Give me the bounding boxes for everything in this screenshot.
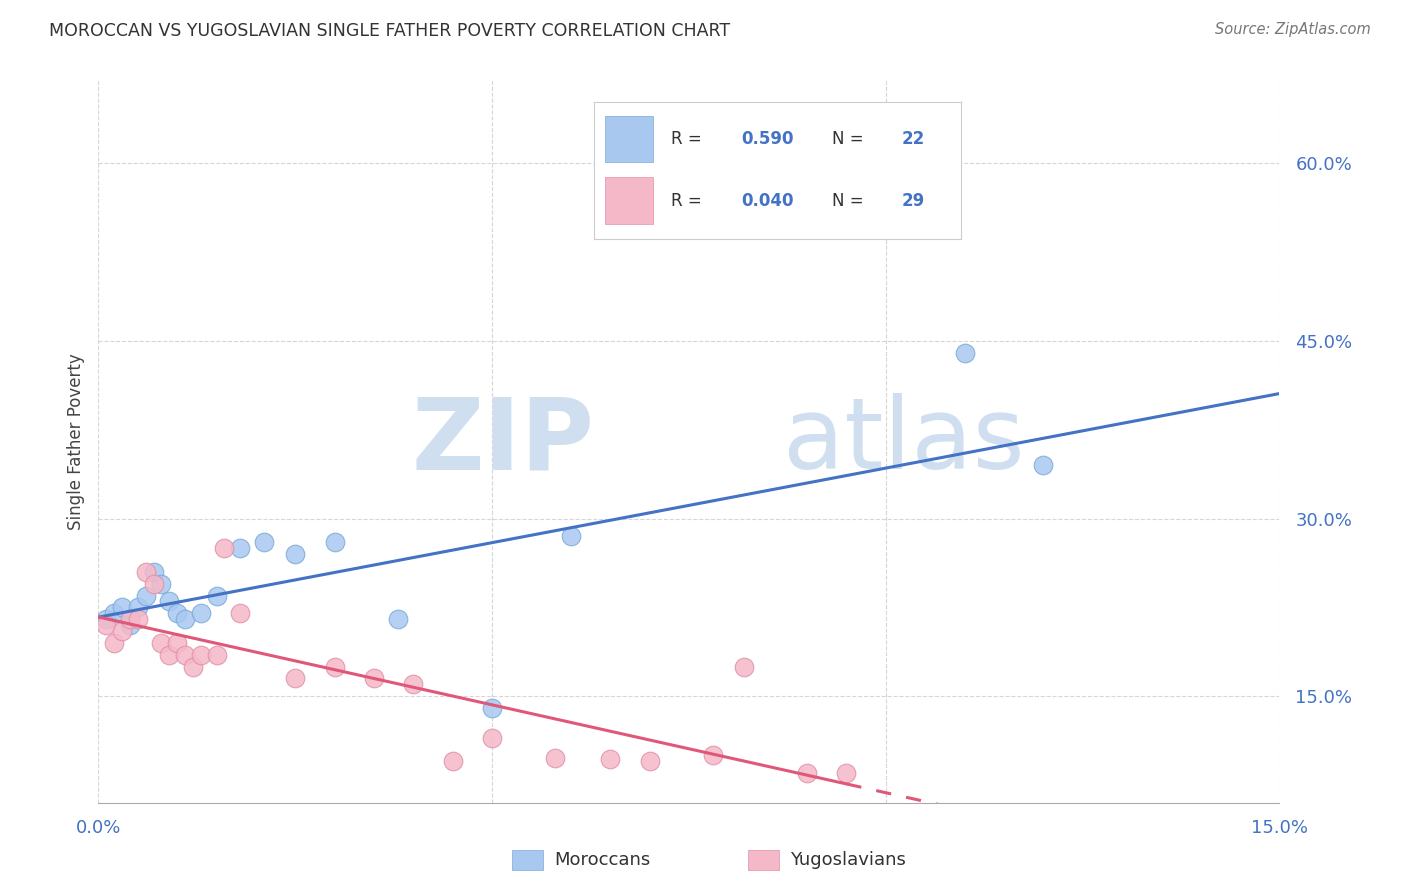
Point: [127, 600, 149, 615]
Point: [544, 751, 567, 765]
Point: [135, 589, 157, 603]
Point: [441, 755, 464, 769]
Point: [111, 600, 134, 615]
Point: [1032, 458, 1054, 473]
Point: [835, 766, 858, 780]
Point: [253, 535, 276, 549]
Point: [157, 594, 180, 608]
Point: [142, 565, 165, 579]
Point: [174, 612, 197, 626]
Text: Source: ZipAtlas.com: Source: ZipAtlas.com: [1215, 22, 1371, 37]
Point: [118, 618, 141, 632]
Text: Yugoslavians: Yugoslavians: [790, 851, 905, 869]
Point: [953, 345, 976, 359]
Point: [638, 755, 661, 769]
Point: [387, 612, 409, 626]
Point: [166, 636, 188, 650]
Point: [702, 748, 724, 763]
Point: [323, 535, 346, 549]
Point: [118, 612, 141, 626]
Point: [796, 766, 818, 780]
Point: [135, 565, 157, 579]
Point: [284, 672, 307, 686]
Point: [599, 752, 621, 766]
Text: Moroccans: Moroccans: [554, 851, 650, 869]
Point: [111, 624, 134, 638]
Point: [205, 589, 228, 603]
Point: [181, 659, 204, 673]
Y-axis label: Single Father Poverty: Single Father Poverty: [66, 353, 84, 530]
Point: [190, 648, 212, 662]
Point: [481, 701, 503, 715]
Point: [127, 612, 149, 626]
Point: [733, 659, 755, 673]
Point: [560, 529, 582, 543]
Point: [96, 618, 118, 632]
Point: [323, 659, 346, 673]
Point: [229, 607, 252, 621]
Point: [103, 636, 125, 650]
Text: MOROCCAN VS YUGOSLAVIAN SINGLE FATHER POVERTY CORRELATION CHART: MOROCCAN VS YUGOSLAVIAN SINGLE FATHER PO…: [49, 22, 730, 40]
Point: [150, 636, 173, 650]
Point: [96, 612, 118, 626]
Point: [166, 607, 188, 621]
Point: [174, 648, 197, 662]
Point: [205, 648, 228, 662]
Point: [284, 547, 307, 561]
Point: [103, 607, 125, 621]
Point: [363, 672, 385, 686]
Point: [402, 677, 425, 691]
Point: [157, 648, 180, 662]
Text: atlas: atlas: [783, 393, 1025, 490]
Point: [214, 541, 236, 556]
Point: [142, 576, 165, 591]
Point: [229, 541, 252, 556]
Point: [150, 576, 173, 591]
Point: [190, 607, 212, 621]
Point: [481, 731, 503, 745]
Text: ZIP: ZIP: [412, 393, 595, 490]
